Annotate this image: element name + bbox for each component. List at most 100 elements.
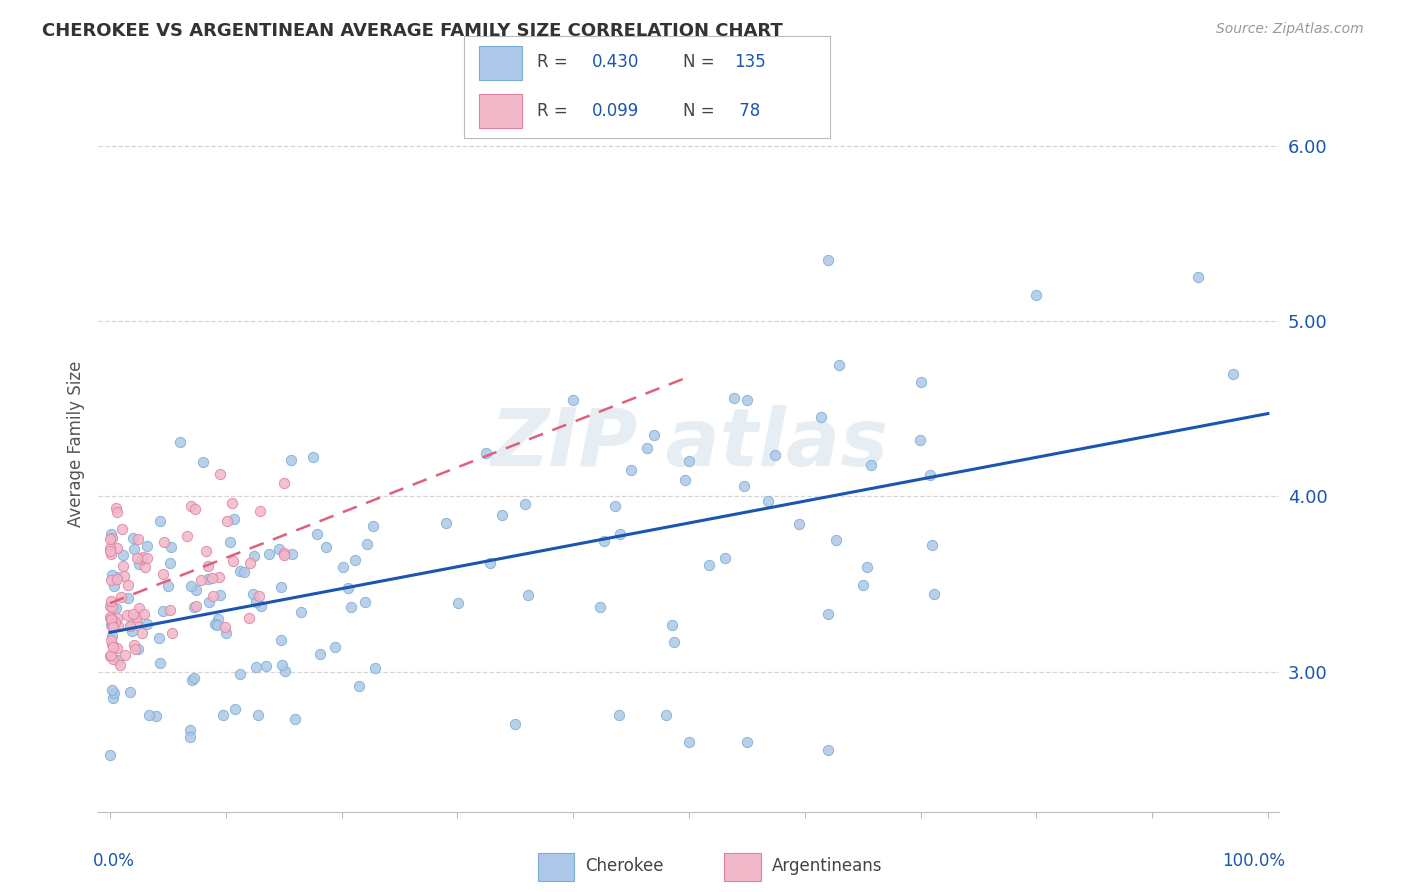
Point <box>156 579 179 593</box>
Point <box>100 593 122 607</box>
Point <box>855 559 877 574</box>
Point <box>121 624 143 639</box>
Point <box>105 541 128 556</box>
Point <box>817 252 839 267</box>
Point <box>103 652 125 666</box>
Point <box>239 556 262 570</box>
Point <box>125 610 148 624</box>
Point <box>361 519 384 533</box>
Point <box>222 512 245 526</box>
Point <box>100 526 122 541</box>
Point <box>152 535 174 549</box>
Point <box>922 587 945 601</box>
Point <box>117 578 139 592</box>
Point <box>186 582 208 597</box>
Point <box>201 572 224 586</box>
Point <box>254 659 277 673</box>
Point <box>160 541 183 555</box>
Text: Argentineans: Argentineans <box>772 857 883 875</box>
Point <box>714 550 737 565</box>
Text: ZIP atlas: ZIP atlas <box>489 405 889 483</box>
Point <box>221 496 243 510</box>
Point <box>247 589 270 603</box>
Point <box>101 568 124 582</box>
Point <box>280 453 302 467</box>
Point <box>356 537 378 551</box>
Point <box>101 613 124 627</box>
Point <box>191 455 214 469</box>
Point <box>281 547 304 561</box>
Point <box>122 531 145 545</box>
Point <box>127 641 149 656</box>
Point <box>136 616 159 631</box>
Text: CHEROKEE VS ARGENTINEAN AVERAGE FAMILY SIZE CORRELATION CHART: CHEROKEE VS ARGENTINEAN AVERAGE FAMILY S… <box>42 22 783 40</box>
Point <box>180 579 202 593</box>
Point <box>273 549 295 563</box>
Point <box>184 502 207 516</box>
FancyBboxPatch shape <box>478 95 523 128</box>
Point <box>160 625 183 640</box>
Point <box>491 508 513 522</box>
Point <box>673 473 696 487</box>
Point <box>101 617 124 632</box>
Point <box>132 607 155 622</box>
Point <box>118 684 141 698</box>
Point <box>152 604 174 618</box>
Point <box>609 708 631 723</box>
Point <box>122 542 145 557</box>
Point <box>98 541 121 555</box>
Point <box>100 612 122 626</box>
Point <box>908 433 931 447</box>
Point <box>224 701 246 715</box>
Point <box>242 549 264 564</box>
Point <box>101 600 124 615</box>
Point <box>242 587 264 601</box>
Point <box>105 570 128 584</box>
Point <box>112 558 135 573</box>
Point <box>122 607 145 621</box>
Point <box>229 564 252 578</box>
Point <box>259 547 281 561</box>
Text: N =: N = <box>683 54 714 71</box>
Text: N =: N = <box>683 102 714 120</box>
Point <box>118 619 141 633</box>
Text: Cherokee: Cherokee <box>585 857 664 875</box>
Point <box>105 610 128 624</box>
Point <box>145 709 167 723</box>
Point <box>307 526 329 541</box>
FancyBboxPatch shape <box>724 853 761 881</box>
Point <box>233 566 256 580</box>
Point <box>214 620 236 634</box>
Text: 100.0%: 100.0% <box>1222 852 1285 871</box>
Point <box>117 591 139 606</box>
Point <box>229 667 252 681</box>
Point <box>98 748 121 763</box>
Point <box>212 707 235 722</box>
Point <box>138 707 160 722</box>
Point <box>197 558 219 573</box>
Point <box>340 599 363 614</box>
Point <box>202 589 225 603</box>
Point <box>149 514 172 528</box>
Point <box>347 679 370 693</box>
Point <box>100 632 122 647</box>
Point <box>128 600 150 615</box>
Point <box>127 532 149 546</box>
Point <box>128 557 150 571</box>
Point <box>125 615 148 629</box>
Point <box>101 620 124 634</box>
Point <box>517 588 540 602</box>
Point <box>273 476 295 491</box>
Point <box>152 567 174 582</box>
Point <box>114 648 136 663</box>
Point <box>98 544 121 558</box>
Point <box>103 686 125 700</box>
Text: R =: R = <box>537 54 568 71</box>
Point <box>169 435 191 450</box>
Point <box>245 659 267 673</box>
Point <box>104 501 127 516</box>
Point <box>98 532 121 546</box>
Point <box>215 514 238 528</box>
Point <box>105 572 128 586</box>
Point <box>828 358 851 372</box>
